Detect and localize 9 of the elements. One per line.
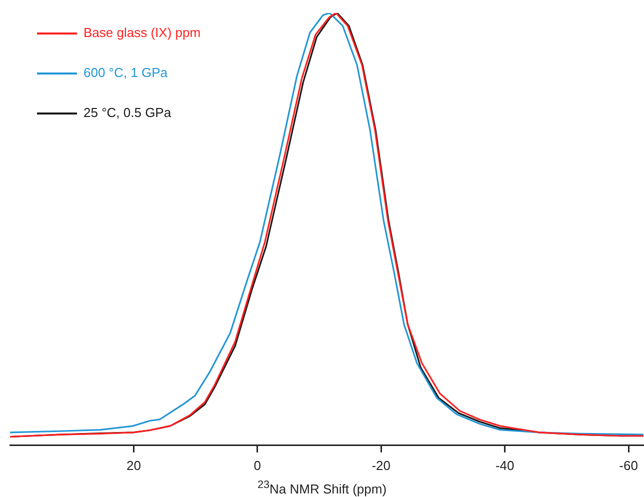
x-tick-label: -60 <box>619 458 638 473</box>
legend-label: Base glass (IX) ppm <box>84 25 201 40</box>
x-tick-label: 0 <box>254 458 262 473</box>
x-axis-title: $^{23}$Na NMR Shift (ppm) <box>256 479 388 496</box>
x-tick-label: 20 <box>126 458 141 473</box>
legend-label: 25 °C, 0.5 GPa <box>84 105 172 120</box>
x-tick-label: -20 <box>372 458 391 473</box>
x-tick-label: -40 <box>495 458 514 473</box>
legend-label: 600 °C, 1 GPa <box>84 65 168 80</box>
